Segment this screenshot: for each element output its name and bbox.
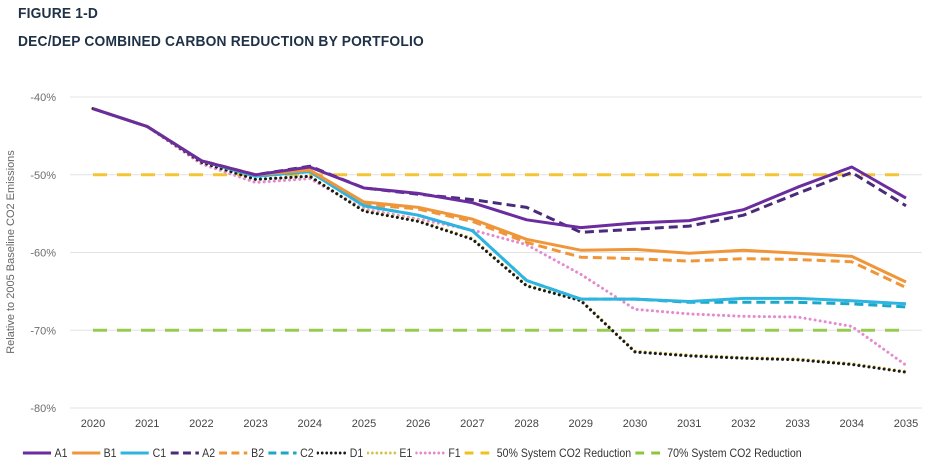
- series-line-c1: [92, 107, 907, 306]
- y-axis-ticks: -40% -50% -60% -70% -80%: [30, 92, 56, 415]
- legend-swatch-b1: [71, 449, 101, 457]
- legend-item-50-system-co2-reduction: 50% System CO2 Reduction: [464, 446, 631, 460]
- legend-label: A1: [54, 446, 68, 460]
- legend-item-e1: E1: [366, 446, 413, 460]
- x-tick-label: 2024: [298, 418, 322, 430]
- x-axis-ticks: 2020 2021 2022 2023 2024 2025 2026 2027 2028 2029…: [81, 418, 918, 430]
- legend-swatch-c2: [268, 449, 298, 457]
- figure-title: DEC/DEP COMBINED CARBON REDUCTION BY POR…: [18, 33, 424, 50]
- legend-swatch-d1: [317, 449, 348, 457]
- x-tick-label: 2035: [894, 418, 918, 430]
- series-line-a2: [92, 107, 907, 234]
- line-chart: -40%-50%-60%-70%-80% 2020 2021 2022 2023 202…: [5, 92, 922, 430]
- x-tick-label: 2031: [677, 418, 701, 430]
- legend-label: E1: [399, 446, 413, 460]
- legend-swatch-b2: [219, 449, 249, 457]
- legend-label: 50% System CO2 Reduction: [496, 446, 632, 460]
- legend-swatch-50-system-co2-reduction: [464, 449, 494, 457]
- legend-swatch-f1: [415, 449, 446, 457]
- series-lines: [91, 107, 908, 374]
- legend-label: C1: [152, 446, 167, 460]
- series-line-c2: [92, 107, 907, 309]
- legend-item-f1: F1: [415, 446, 461, 460]
- series-line-b2: [92, 107, 907, 289]
- y-axis-label: Relative to 2005 Baseline CO2 Emissions: [5, 150, 17, 354]
- legend-item-b2: B2: [219, 446, 264, 460]
- series-line-d1: [91, 107, 908, 374]
- legend-label: B2: [251, 446, 265, 460]
- legend-label: D1: [349, 446, 364, 460]
- x-tick-label: 2033: [785, 418, 809, 430]
- legend-swatch-a2: [170, 449, 200, 457]
- x-tick-label: 2027: [460, 418, 484, 430]
- x-tick-label: 2028: [514, 418, 538, 430]
- legend-swatch-70-system-co2-reduction: [635, 449, 665, 457]
- x-tick-label: 2020: [81, 418, 105, 430]
- y-tick-label: -40%: [30, 92, 56, 104]
- legend-label: B1: [103, 446, 117, 460]
- legend-item-b1: B1: [71, 446, 116, 460]
- x-tick-label: 2034: [840, 418, 864, 430]
- x-tick-label: 2021: [135, 418, 159, 430]
- legend-item-d1: D1: [317, 446, 363, 460]
- x-tick-label: 2030: [623, 418, 647, 430]
- series-line-e1: [91, 107, 908, 373]
- legend-label: 70% System CO2 Reduction: [667, 446, 802, 460]
- legend-swatch-e1: [366, 449, 397, 457]
- x-tick-label: 2029: [569, 418, 593, 430]
- x-tick-label: 2025: [352, 418, 376, 430]
- y-tick-label: -80%: [30, 403, 56, 415]
- x-tick-label: 2023: [243, 418, 267, 430]
- legend-label: F1: [448, 446, 461, 460]
- legend-item-c1: C1: [120, 446, 166, 460]
- x-tick-label: 2026: [406, 418, 430, 430]
- series-line-f1: [91, 107, 908, 367]
- legend-swatch-c1: [120, 449, 150, 457]
- series-line-a1: [92, 107, 907, 230]
- legend-label: A2: [202, 446, 216, 460]
- y-tick-label: -60%: [30, 248, 56, 260]
- legend-label: C2: [300, 446, 314, 460]
- x-tick-label: 2032: [731, 418, 755, 430]
- legend-item-a1: A1: [22, 446, 67, 460]
- figure-label: FIGURE 1-D: [18, 5, 99, 22]
- legend-swatch-a1: [22, 449, 52, 457]
- legend-item-a2: A2: [170, 446, 215, 460]
- x-tick-label: 2022: [189, 418, 213, 430]
- legend-item-70-system-co2-reduction: 70% System CO2 Reduction: [635, 446, 802, 460]
- y-tick-label: -50%: [30, 170, 56, 182]
- y-tick-label: -70%: [30, 325, 56, 337]
- legend-item-c2: C2: [268, 446, 314, 460]
- legend: A1 B1 C1 A2 B2 C2 D1 E1 F1 50% System CO2 Reducti…: [22, 444, 805, 462]
